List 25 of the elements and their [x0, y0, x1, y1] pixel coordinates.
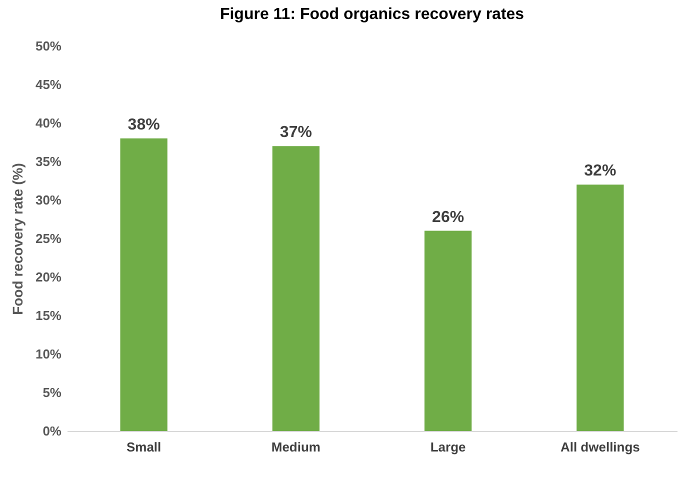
y-tick-label: 5% [42, 385, 62, 400]
y-tick-label: 25% [35, 231, 62, 246]
y-tick-label: 30% [35, 192, 62, 208]
y-tick-label: 45% [35, 77, 62, 92]
chart-title: Figure 11: Food organics recovery rates [220, 6, 524, 23]
y-tick-label: 0% [42, 424, 62, 438]
x-tick-label: All dwellings [560, 440, 640, 454]
bar [424, 230, 472, 431]
x-tick-label: Small [126, 440, 162, 454]
data-label: 26% [432, 208, 464, 226]
y-tick-label: 50% [35, 38, 62, 54]
bar [120, 138, 168, 431]
data-label: 38% [128, 116, 160, 134]
data-label: 32% [584, 162, 616, 180]
y-axis-title: Food recovery rate (%) [9, 163, 26, 315]
y-tick-label: 20% [35, 270, 62, 284]
x-tick-label: Large [430, 440, 466, 454]
y-tick-label: 10% [35, 346, 62, 362]
y-tick-label: 40% [35, 116, 62, 130]
data-label: 37% [280, 124, 312, 142]
y-tick-label: 35% [35, 154, 62, 169]
y-tick-label: 15% [35, 308, 62, 323]
x-tick-label: Medium [271, 440, 321, 454]
bar [272, 146, 320, 431]
bar [576, 184, 624, 431]
